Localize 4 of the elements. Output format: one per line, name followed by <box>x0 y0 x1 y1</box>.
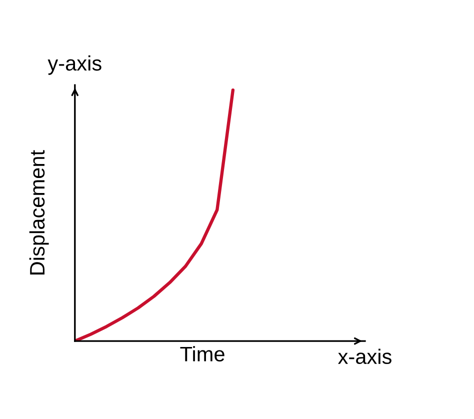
text: y-axis <box>48 55 102 75</box>
text: x-axis <box>338 348 392 364</box>
y-axis-title: Displacement <box>29 150 49 274</box>
x-axis-title: Time <box>180 346 224 362</box>
